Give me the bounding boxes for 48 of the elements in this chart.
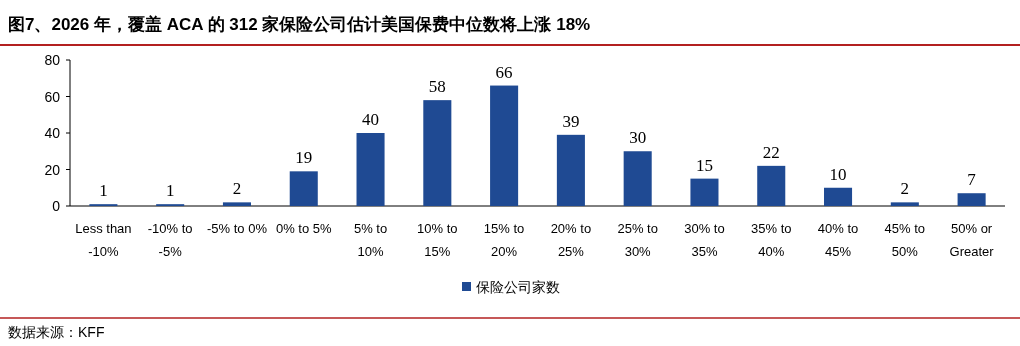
- x-tick-label: Less than -10%: [75, 221, 132, 259]
- bar: [757, 165, 786, 206]
- data-label: 1: [99, 181, 108, 201]
- data-label: 15: [695, 155, 713, 175]
- bar: [556, 134, 585, 206]
- data-label: 30: [629, 128, 647, 148]
- bar: [690, 178, 719, 206]
- bar: [423, 100, 452, 206]
- data-label: 40: [362, 110, 380, 129]
- data-label: 2: [900, 179, 910, 199]
- data-label: 2: [232, 179, 242, 199]
- legend-label: 保险公司家数: [476, 279, 560, 295]
- data-label: 39: [562, 111, 580, 131]
- x-tick-label: 10% to 15%: [417, 221, 458, 259]
- bar: [957, 193, 986, 206]
- bar: [490, 85, 519, 206]
- x-tick-label: 50% or Greater: [949, 221, 995, 259]
- x-tick-label: 40% to 45%: [817, 221, 859, 259]
- source-note: 数据来源：KFF: [8, 324, 105, 340]
- x-tick-label: -10% to -5%: [147, 221, 193, 259]
- bar: [824, 187, 853, 206]
- x-tick-label: -5% to 0%: [206, 221, 268, 236]
- x-tick-label: 15% to 20%: [483, 221, 525, 259]
- x-tick-label: 30% to 35%: [684, 221, 725, 259]
- bar: [623, 151, 652, 206]
- data-label: 10: [829, 164, 847, 184]
- bar: [890, 202, 919, 206]
- x-tick-label: 35% to 40%: [751, 221, 792, 259]
- x-tick-label: 45% to 50%: [884, 221, 926, 259]
- bar: [356, 133, 385, 206]
- data-label: 19: [295, 148, 313, 168]
- x-tick-label: 5% to 10%: [353, 221, 388, 259]
- data-label: 66: [495, 62, 513, 82]
- data-label: 58: [428, 77, 446, 97]
- x-tick-label: 25% to 30%: [617, 221, 658, 259]
- y-tick-label: 0: [52, 198, 61, 214]
- x-tick-label: 0% to 5%: [275, 221, 333, 236]
- x-tick-label: 20% to 25%: [550, 221, 592, 259]
- bar: [289, 171, 318, 206]
- y-tick-label: 40: [44, 125, 61, 141]
- data-label: 1: [165, 181, 175, 201]
- y-tick-label: 20: [44, 161, 61, 178]
- bar: [222, 202, 251, 206]
- y-tick-label: 60: [44, 88, 61, 105]
- chart-title: 图7、2026 年，覆盖 ACA 的 312 家保险公司估计美国保费中位数将上涨 18%: [8, 14, 591, 34]
- data-label: 7: [967, 170, 977, 190]
- data-label: 22: [762, 142, 780, 162]
- y-tick-label: 80: [44, 52, 61, 68]
